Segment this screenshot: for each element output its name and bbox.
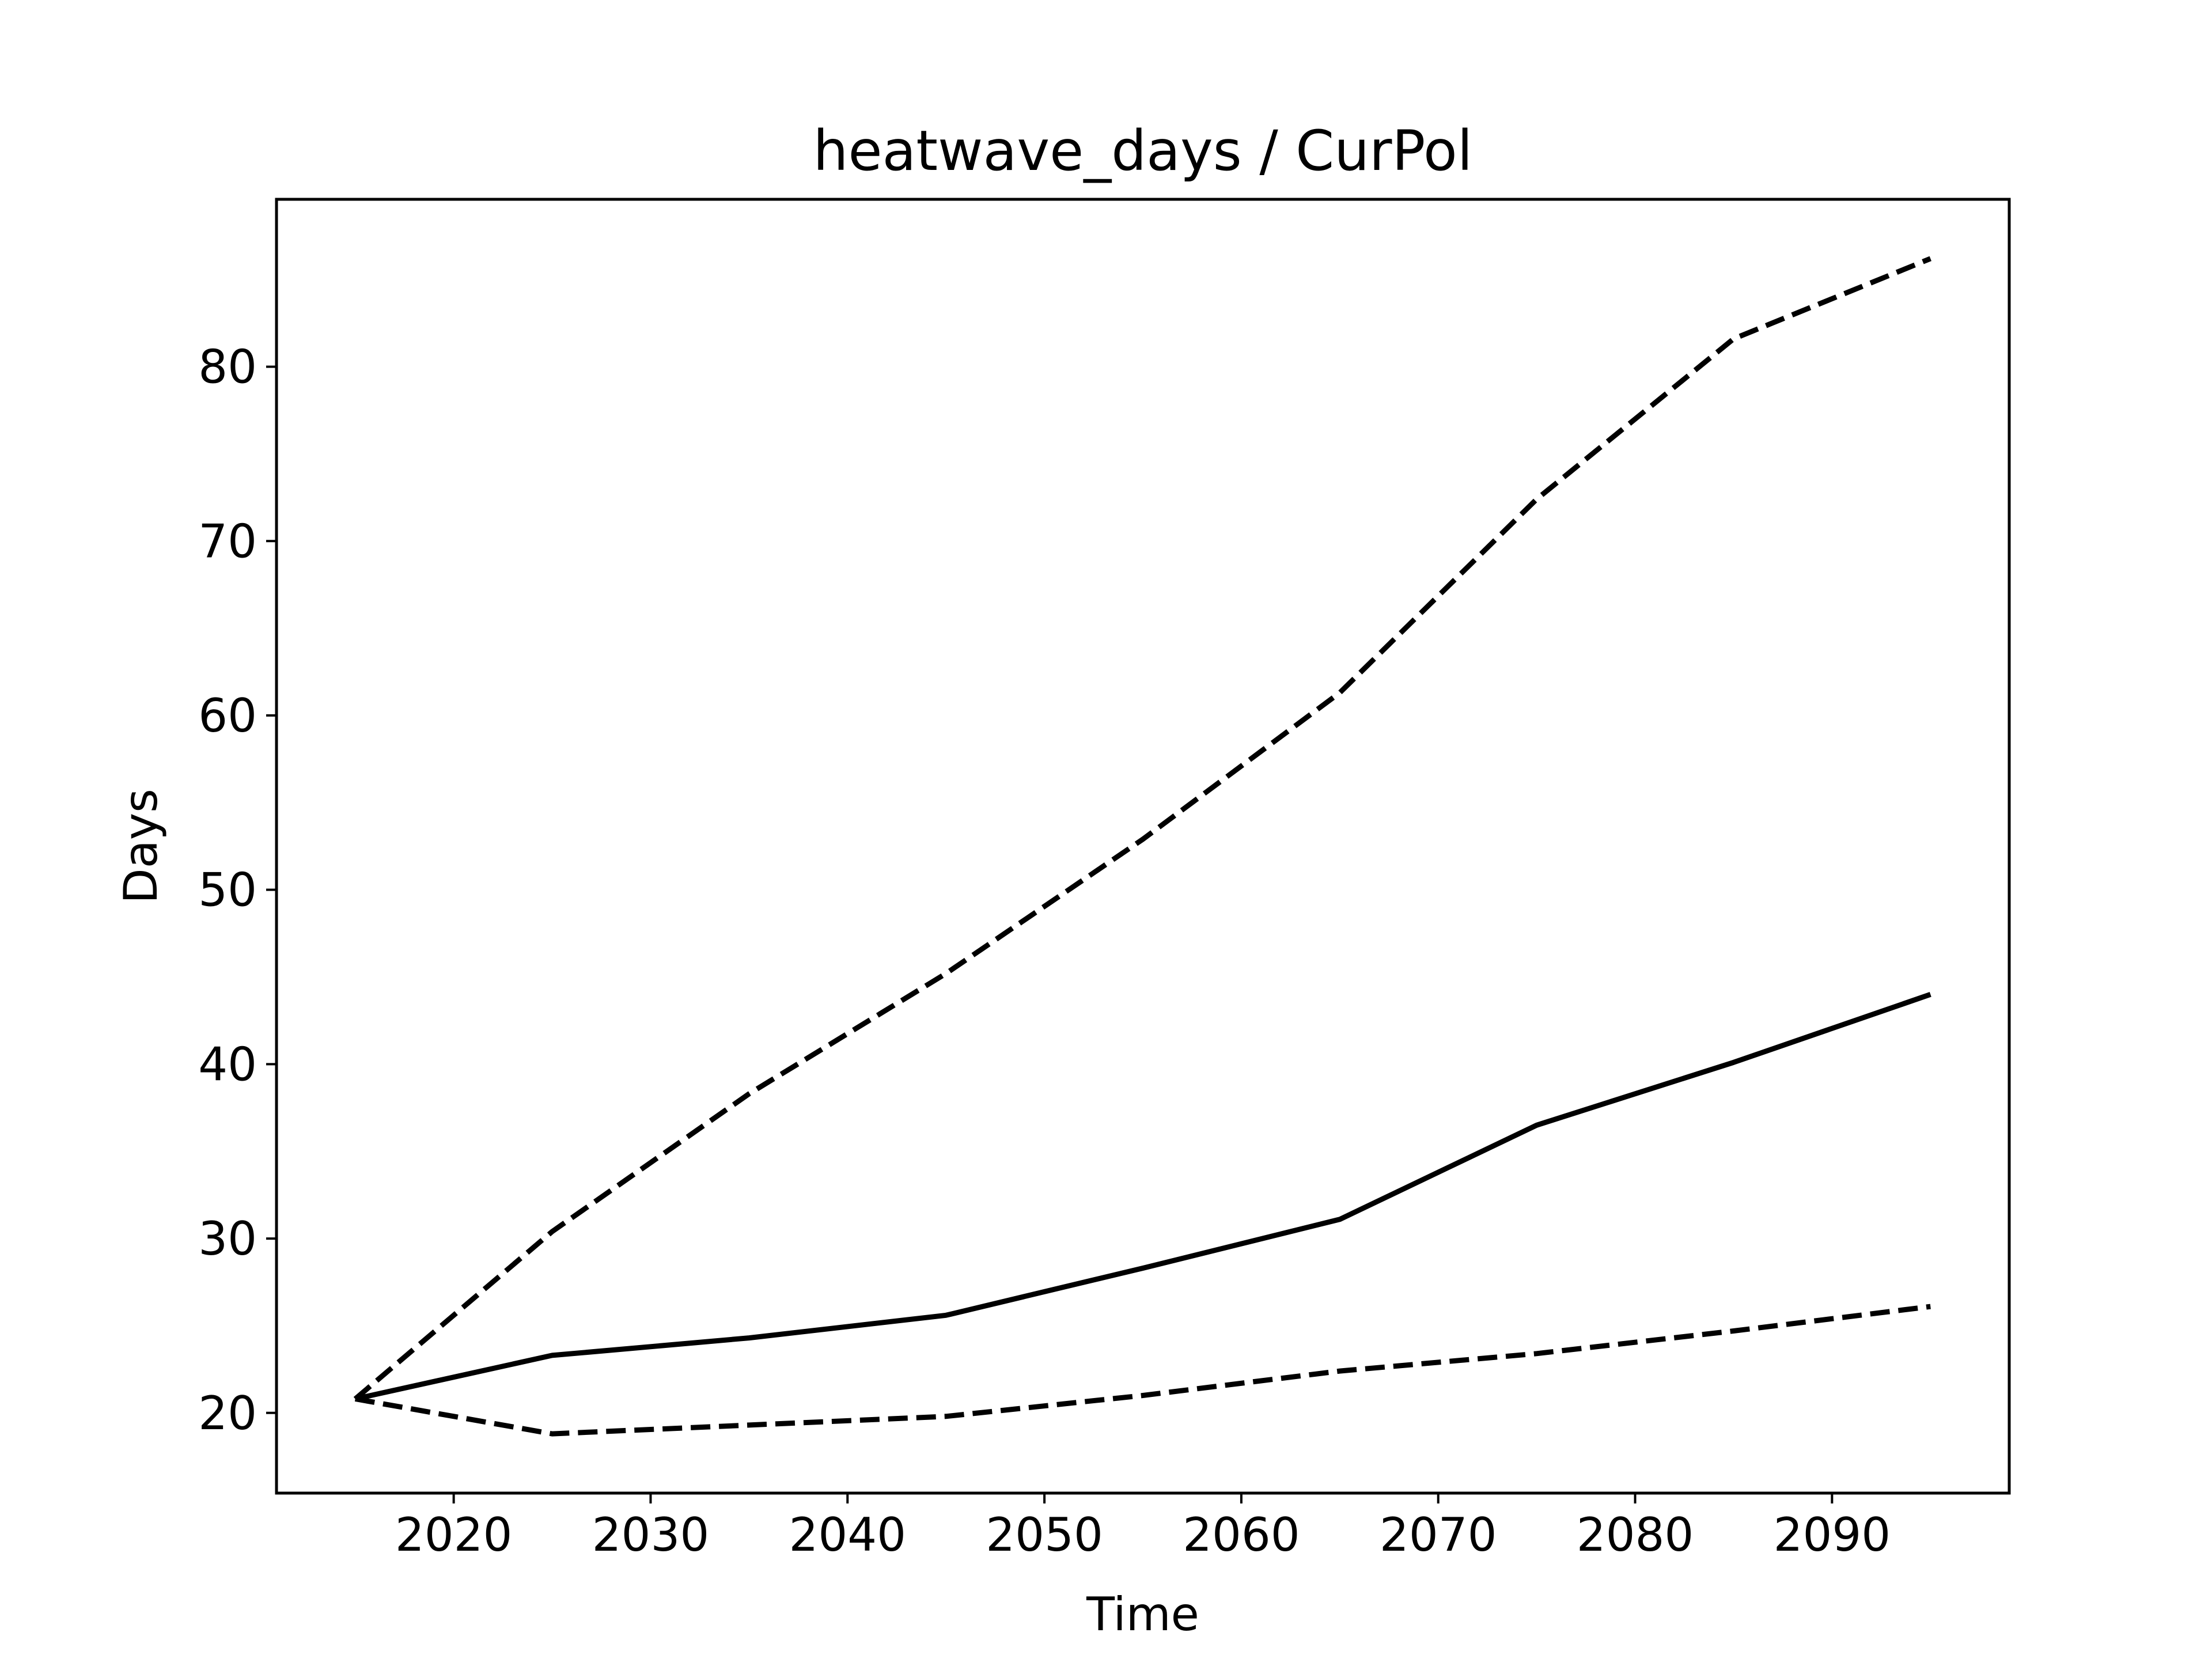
y-tick-label: 40 (198, 1037, 257, 1091)
x-tick-label: 2080 (1577, 1508, 1694, 1562)
series-line-1 (353, 256, 1931, 1401)
y-tick-label: 20 (198, 1387, 257, 1440)
x-tick-label: 2030 (592, 1508, 710, 1562)
x-axis: 2020 2030 2040 2050 2060 2070 2080 2090 (395, 1493, 1891, 1562)
y-axis-label: Days (114, 789, 168, 904)
x-tick-label: 2050 (986, 1508, 1103, 1562)
x-tick-label: 2060 (1183, 1508, 1300, 1562)
y-tick-label: 80 (198, 340, 257, 394)
y-tick-label: 60 (198, 689, 257, 743)
y-tick-label: 30 (198, 1212, 257, 1266)
series-layer (353, 256, 1931, 1437)
x-tick-label: 2070 (1380, 1508, 1497, 1562)
y-axis: 20 30 40 50 60 70 80 (198, 340, 276, 1440)
x-tick-label: 2020 (395, 1508, 513, 1562)
series-line-2 (354, 992, 1931, 1402)
series-line-3 (354, 1304, 1931, 1437)
x-axis-label: Time (1086, 1588, 1199, 1641)
plot-frame (275, 198, 2011, 1495)
y-tick-label: 70 (198, 514, 257, 568)
chart-title: heatwave_days / CurPol (813, 119, 1473, 183)
x-tick-label: 2090 (1774, 1508, 1891, 1562)
x-tick-label: 2040 (789, 1508, 906, 1562)
y-tick-label: 50 (198, 863, 257, 917)
